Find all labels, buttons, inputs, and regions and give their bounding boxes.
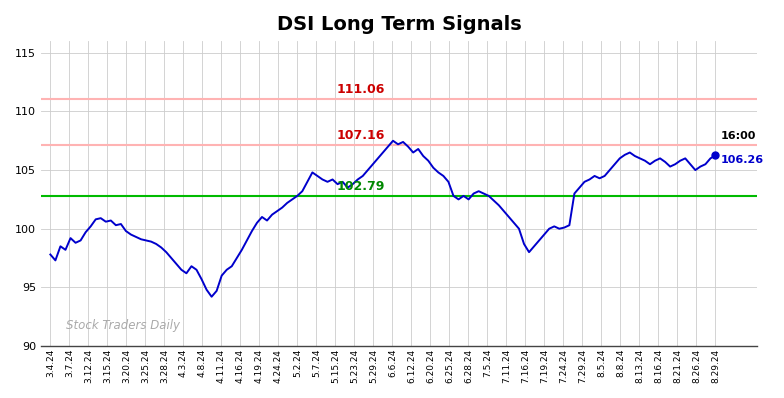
Title: DSI Long Term Signals: DSI Long Term Signals	[277, 15, 521, 34]
Text: 111.06: 111.06	[336, 83, 385, 96]
Text: 106.26: 106.26	[720, 155, 764, 165]
Text: 107.16: 107.16	[336, 129, 385, 142]
Text: Stock Traders Daily: Stock Traders Daily	[66, 319, 180, 332]
Text: 102.79: 102.79	[336, 180, 385, 193]
Text: 16:00: 16:00	[720, 131, 756, 141]
